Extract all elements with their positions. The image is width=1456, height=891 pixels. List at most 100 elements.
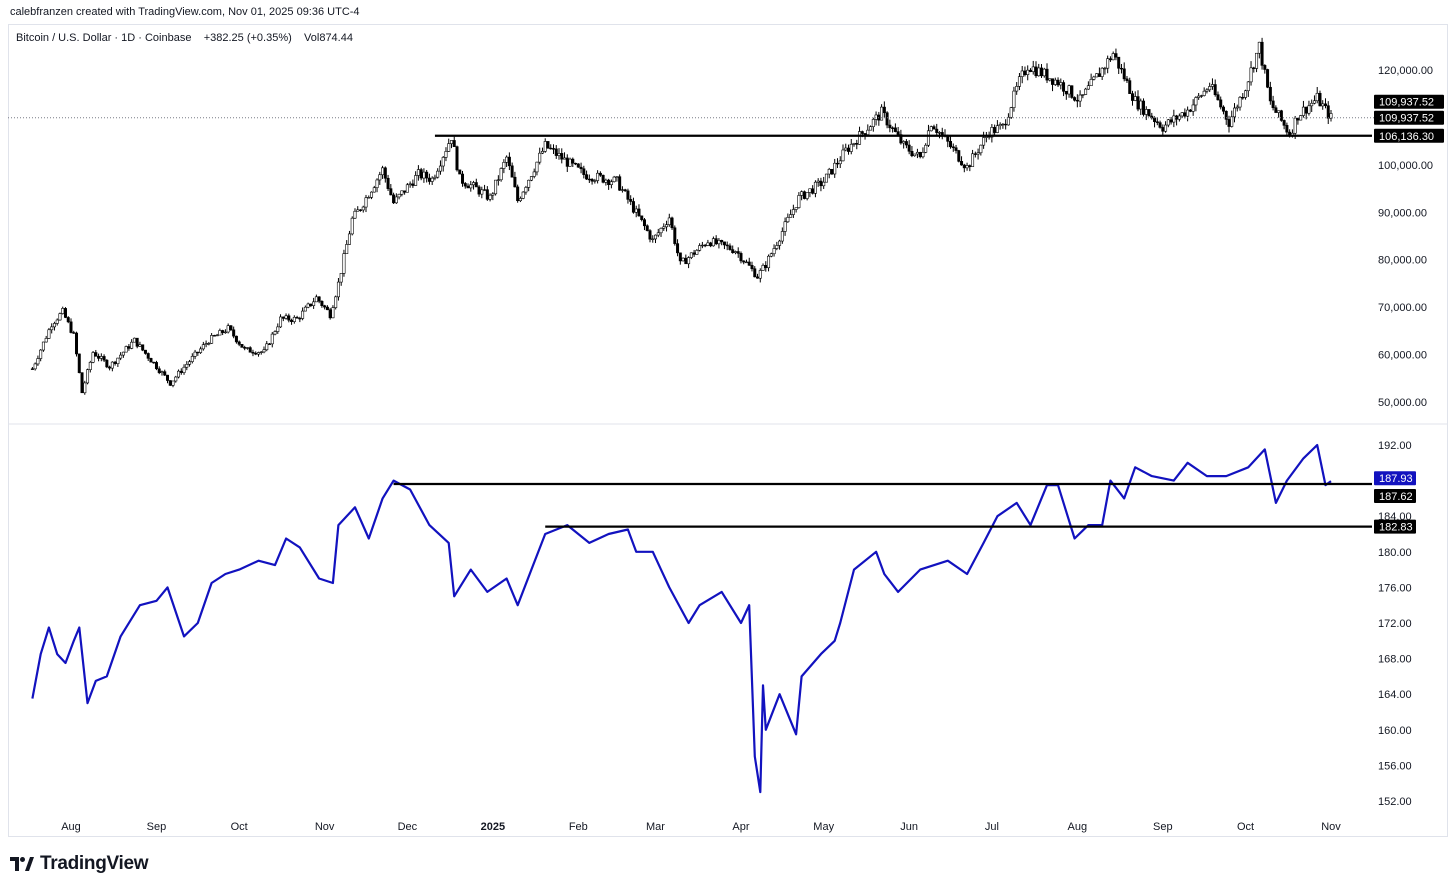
candle-body bbox=[469, 184, 473, 189]
candle-body bbox=[483, 189, 487, 191]
candle-body bbox=[1136, 96, 1140, 110]
candle-body bbox=[281, 316, 285, 319]
candle-body bbox=[847, 147, 851, 152]
candle-body bbox=[1224, 110, 1228, 120]
candle-body bbox=[1188, 109, 1192, 112]
candle-body bbox=[1053, 79, 1057, 85]
candle-body bbox=[1323, 103, 1327, 107]
candle-body bbox=[312, 301, 316, 306]
candle-body bbox=[1235, 106, 1239, 109]
candle-body bbox=[596, 172, 600, 181]
candle-body bbox=[739, 253, 743, 262]
candle-body bbox=[474, 182, 478, 188]
candle-body bbox=[177, 370, 181, 378]
price-axis-tick-label: 152.00 bbox=[1378, 796, 1412, 808]
candle-body bbox=[1001, 123, 1005, 126]
time-axis-tick-label: Aug bbox=[61, 821, 81, 833]
candle-body bbox=[1059, 82, 1063, 86]
candle-body bbox=[1004, 123, 1008, 126]
candle-body bbox=[386, 177, 390, 189]
candle-body bbox=[433, 176, 437, 179]
time-axis-tick-label: Aug bbox=[1068, 821, 1088, 833]
candle-body bbox=[425, 171, 429, 179]
candle-body bbox=[802, 191, 806, 199]
candle-body bbox=[345, 244, 349, 254]
tradingview-logo-icon bbox=[10, 857, 34, 871]
legend-symbol: Bitcoin / U.S. Dollar · 1D · Coinbase bbox=[16, 32, 192, 44]
price-axis-tick-label: 192.00 bbox=[1378, 440, 1412, 452]
candle-body bbox=[276, 326, 280, 332]
candle-body bbox=[494, 179, 498, 195]
candle-body bbox=[1139, 100, 1143, 110]
candle-body bbox=[339, 273, 343, 283]
candle-body bbox=[656, 232, 660, 236]
candle-body bbox=[1244, 90, 1248, 98]
time-axis-tick-label: Jul bbox=[985, 821, 999, 833]
candle-body bbox=[1191, 104, 1195, 112]
candle-body bbox=[860, 131, 864, 134]
candle-body bbox=[626, 190, 630, 200]
candle-body bbox=[1012, 90, 1016, 108]
candle-body bbox=[607, 179, 611, 185]
candle-body bbox=[910, 150, 914, 157]
candle-body bbox=[1249, 67, 1253, 83]
candle-body bbox=[33, 363, 37, 370]
candle-body bbox=[971, 153, 975, 167]
candle-body bbox=[232, 329, 236, 337]
candle-body bbox=[444, 151, 448, 158]
candle-body bbox=[571, 158, 575, 164]
candle-body bbox=[579, 166, 583, 170]
candle-body bbox=[94, 352, 98, 357]
candle-body bbox=[1067, 85, 1071, 95]
candle-body bbox=[518, 198, 522, 202]
candle-body bbox=[1282, 120, 1286, 126]
time-axis-tick-label: Feb bbox=[569, 821, 588, 833]
candle-body bbox=[1089, 78, 1093, 87]
candle-body bbox=[998, 124, 1002, 127]
candle-body bbox=[993, 127, 997, 133]
candle-body bbox=[39, 349, 43, 359]
price-badge bbox=[1374, 128, 1444, 143]
candle-body bbox=[455, 146, 459, 171]
candle-body bbox=[753, 268, 757, 278]
price-axis-tick-label: 80,000.00 bbox=[1378, 255, 1427, 267]
price-badge bbox=[1374, 110, 1444, 125]
candle-body bbox=[124, 346, 128, 353]
candle-body bbox=[154, 362, 158, 370]
candle-body bbox=[234, 335, 238, 343]
candle-body bbox=[648, 230, 652, 240]
candle-body bbox=[549, 147, 553, 150]
candle-body bbox=[1108, 58, 1112, 61]
candle-body bbox=[480, 189, 484, 195]
candle-body bbox=[1031, 66, 1035, 72]
candle-body bbox=[458, 169, 462, 175]
candle-body bbox=[513, 176, 517, 188]
time-axis-tick-label: Jun bbox=[900, 821, 918, 833]
candle-body bbox=[408, 183, 412, 186]
candle-body bbox=[706, 242, 710, 246]
candle-body bbox=[370, 191, 374, 198]
candle-body bbox=[960, 161, 964, 166]
tradingview-logo[interactable]: TradingView bbox=[10, 853, 149, 875]
candle-body bbox=[1164, 124, 1168, 132]
candle-body bbox=[673, 227, 677, 244]
candle-body bbox=[767, 255, 771, 269]
candle-body bbox=[1227, 119, 1231, 127]
chart-frame[interactable] bbox=[8, 24, 1448, 837]
candle-body bbox=[1312, 100, 1316, 104]
candle-body bbox=[372, 187, 376, 193]
candle-body bbox=[904, 141, 908, 146]
candle-body bbox=[899, 134, 903, 144]
candle-body bbox=[728, 245, 732, 250]
candle-body bbox=[902, 141, 906, 144]
candle-body bbox=[1194, 97, 1198, 106]
candle-body bbox=[935, 128, 939, 133]
candle-body bbox=[687, 257, 691, 265]
candle-body bbox=[116, 357, 120, 364]
candle-body bbox=[83, 382, 87, 394]
candle-body bbox=[97, 355, 101, 359]
candle-body bbox=[1103, 67, 1107, 70]
candle-body bbox=[642, 219, 646, 227]
candle-body bbox=[328, 309, 332, 319]
